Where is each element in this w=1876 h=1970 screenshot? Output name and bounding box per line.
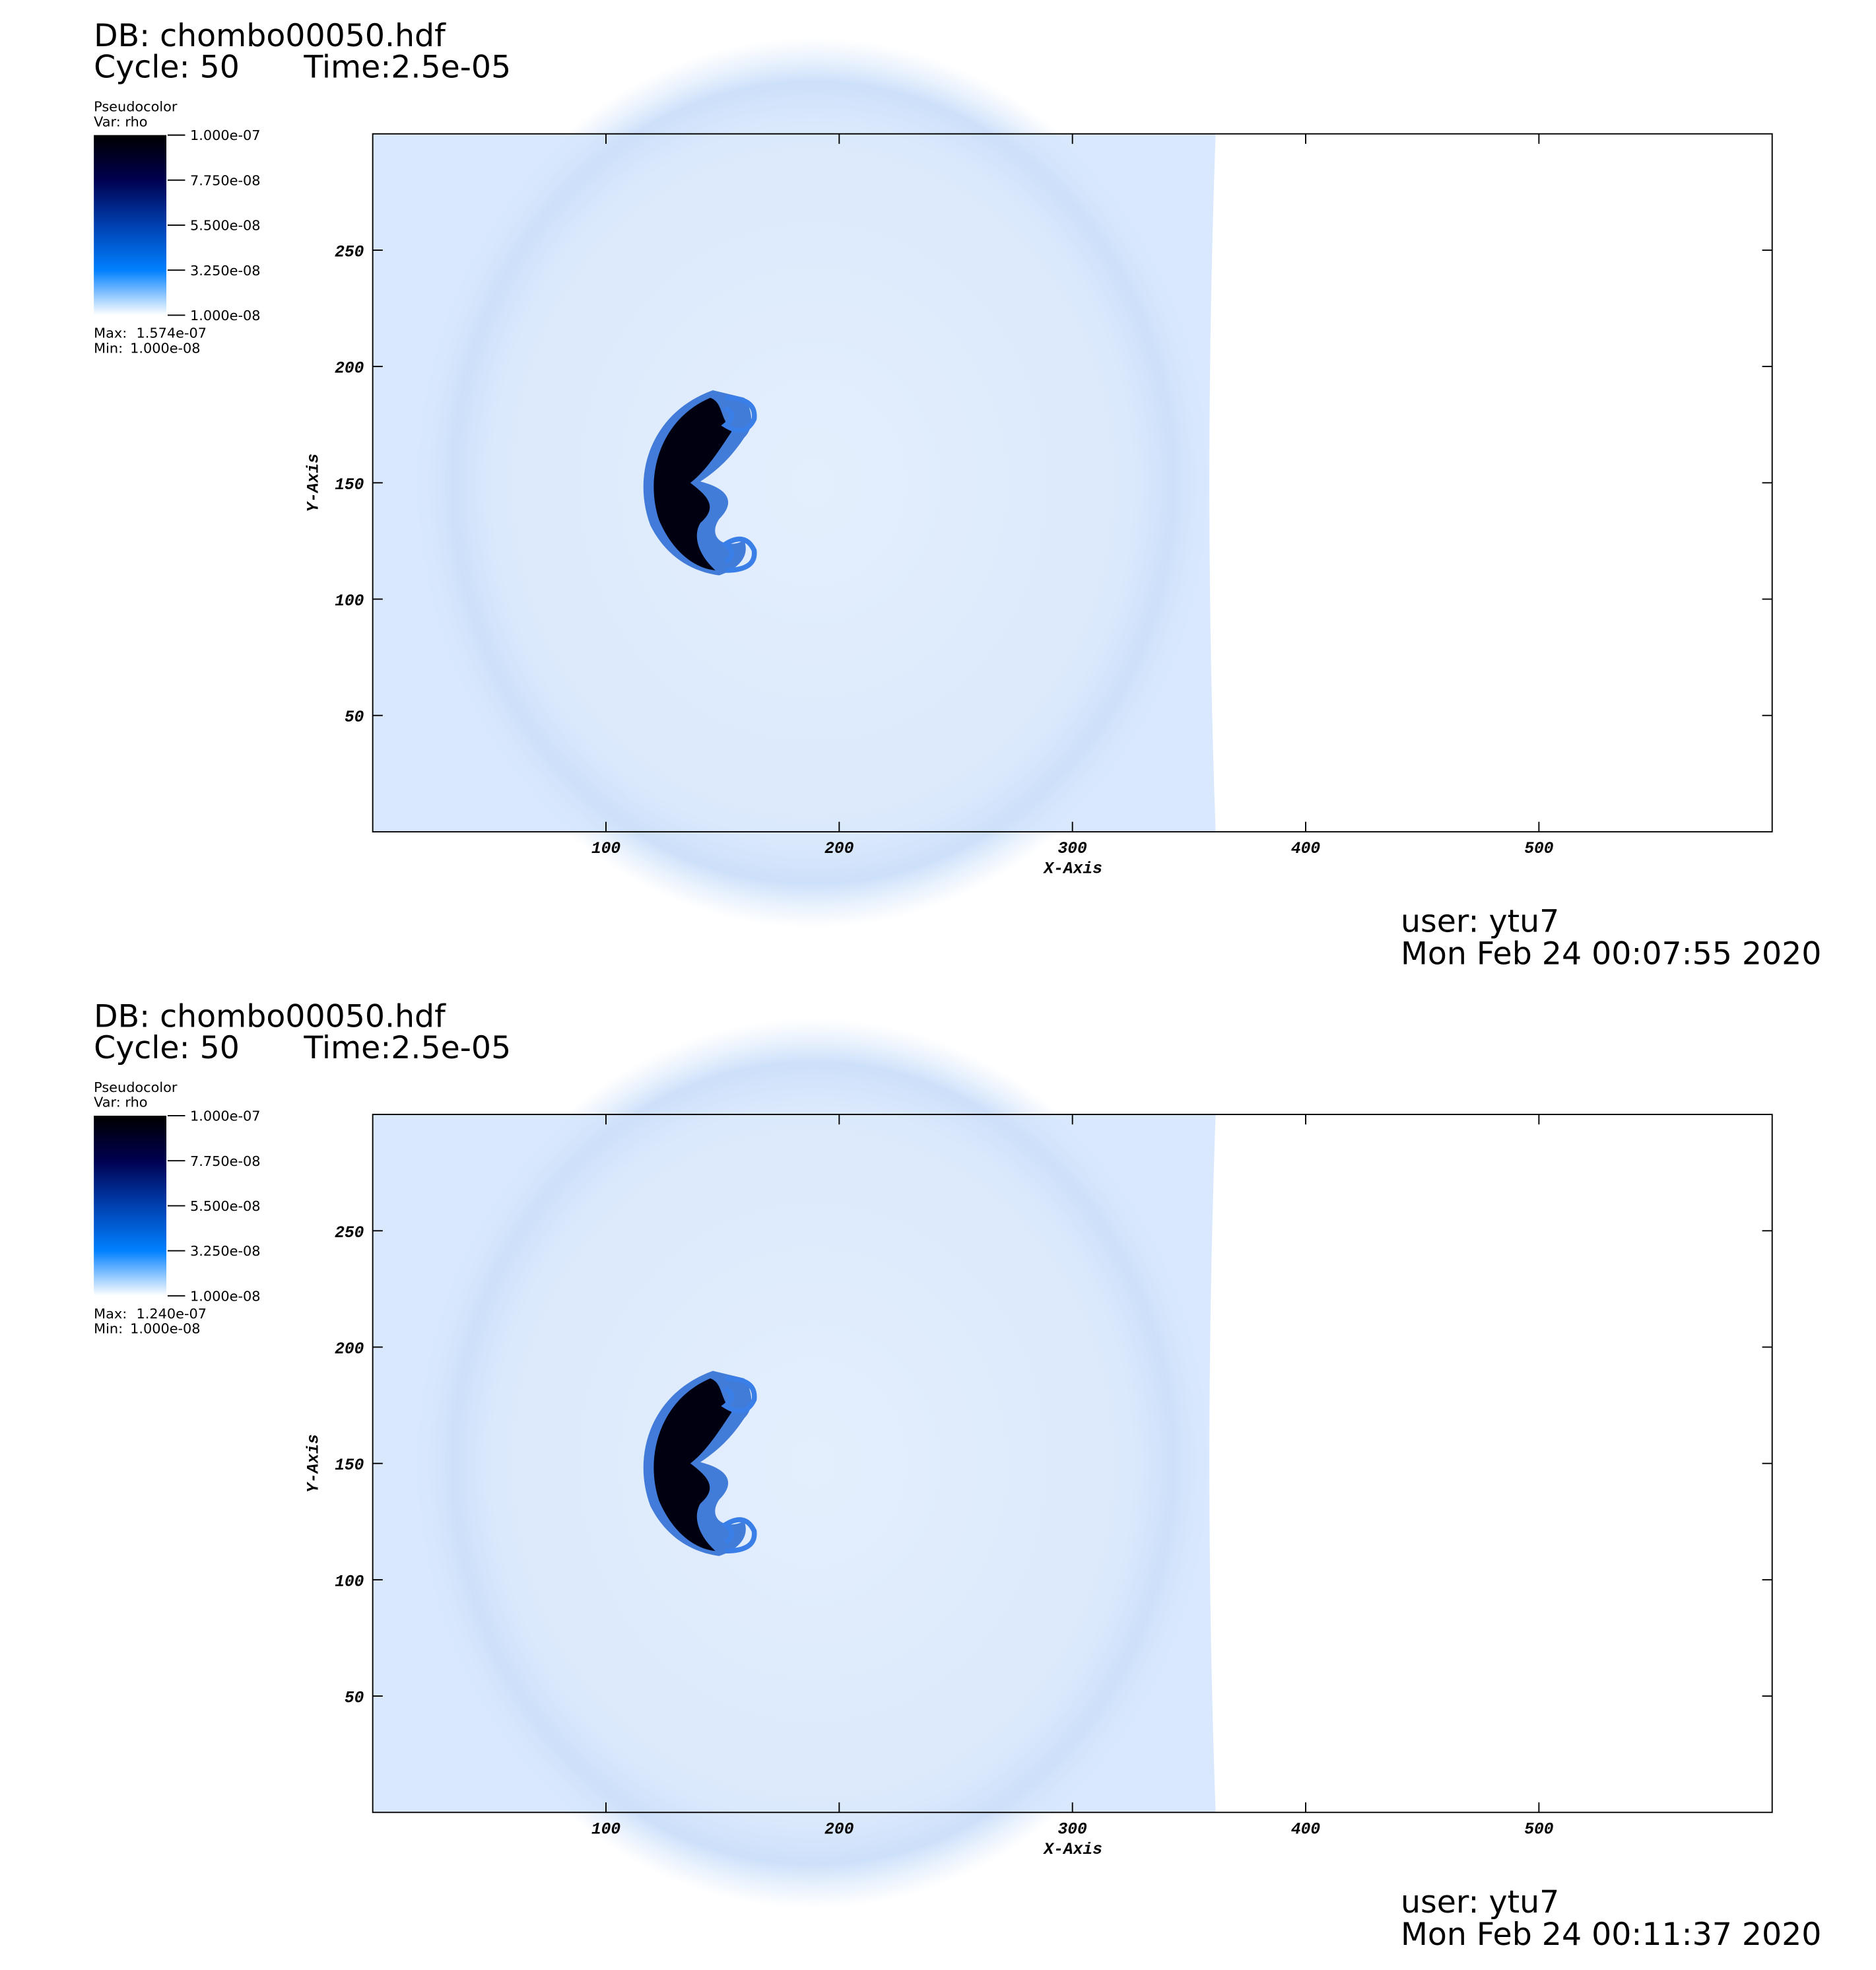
y-tick-label: 50 [345,709,364,727]
colorbar [94,135,167,316]
y-axis-title: Y-Axis [305,1434,323,1493]
x-tick-label: 200 [824,840,854,858]
db-title: DB: chombo00050.hdf [94,998,446,1035]
db-title: DB: chombo00050.hdf [94,18,446,54]
vortex-top [721,395,757,433]
legend-title: Pseudocolor [94,1079,178,1095]
x-tick-label: 100 [591,1821,621,1839]
colorbar-tick-label: 3.250e-08 [190,263,260,279]
y-tick-label: 100 [335,1573,364,1591]
max-label: Max: [94,1306,127,1322]
colorbar-tick-label: 5.500e-08 [190,218,260,234]
x-tick-label: 100 [591,840,621,858]
max-value: 1.574e-07 [137,325,207,341]
max-value: 1.240e-07 [137,1306,207,1322]
x-tick-label: 300 [1058,1821,1088,1839]
bubble-core [653,397,732,570]
y-tick-label: 200 [335,360,364,378]
field-edge [1209,133,1219,832]
date: Mon Feb 24 00:11:37 2020 [1401,1917,1821,1953]
y-tick-label: 50 [345,1690,364,1708]
colorbar-tick-label: 5.500e-08 [190,1198,260,1214]
field-ring [413,1018,1213,1909]
min-label: Min: [94,340,123,356]
vortex-bottom [721,1517,757,1554]
legend-variable: Var: rho [94,1095,147,1110]
colorbar [94,1115,167,1296]
y-tick-label: 250 [335,1225,364,1242]
colorbar-tick-label: 1.000e-07 [190,127,260,143]
vortex-bottom [721,536,757,573]
colorbar-tick-label: 7.750e-08 [190,1153,260,1169]
colorbar-tick-label: 1.000e-08 [190,308,260,323]
x-axis-title: X-Axis [1042,1841,1102,1859]
colorbar-tick-label: 1.000e-08 [190,1288,260,1304]
y-tick-label: 150 [335,1457,364,1475]
min-value: 1.000e-08 [130,340,200,356]
bubble-core [653,1378,732,1551]
y-tick-label: 250 [335,244,364,261]
x-tick-label: 400 [1291,1821,1321,1839]
y-tick-label: 200 [335,1341,364,1359]
max-label: Max: [94,325,127,341]
colorbar-tick-label: 1.000e-07 [190,1108,260,1124]
cycle: Cycle: 50 [94,1030,240,1066]
cycle: Cycle: 50 [94,49,240,85]
x-tick-label: 300 [1058,840,1088,858]
y-tick-label: 150 [335,477,364,494]
x-axis-title: X-Axis [1042,860,1102,878]
field-ring [413,37,1213,928]
colorbar-tick-label: 7.750e-08 [190,172,260,188]
y-tick-label: 100 [335,593,364,611]
x-tick-label: 400 [1291,840,1321,858]
date: Mon Feb 24 00:07:55 2020 [1401,936,1821,972]
field-edge [1209,1114,1219,1813]
x-tick-label: 500 [1524,840,1554,858]
colorbar-tick-label: 3.250e-08 [190,1243,260,1259]
legend-title: Pseudocolor [94,99,178,115]
min-label: Min: [94,1321,123,1337]
user: user: ytu7 [1401,1884,1559,1920]
vortex-top [721,1376,757,1413]
legend-variable: Var: rho [94,114,147,129]
user: user: ytu7 [1401,903,1559,939]
x-tick-label: 200 [824,1821,854,1839]
y-axis-title: Y-Axis [305,454,323,512]
min-value: 1.000e-08 [130,1321,200,1337]
x-tick-label: 500 [1524,1821,1554,1839]
